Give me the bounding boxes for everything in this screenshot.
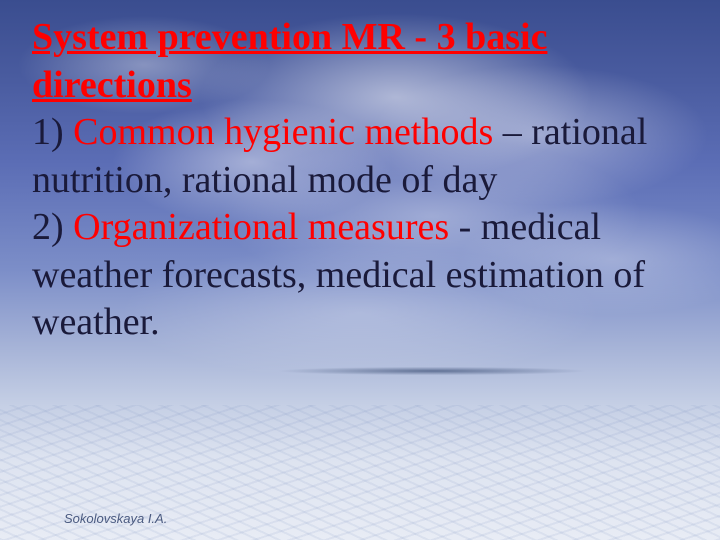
item2-number: 2)	[32, 206, 73, 248]
item1-keyword: Common hygienic methods	[73, 111, 493, 153]
item2-keyword: Organizational measures	[73, 206, 449, 248]
slide-title: System prevention MR - 3 basic direction…	[32, 16, 547, 106]
item1-number: 1)	[32, 111, 73, 153]
footer-author: Sokolovskaya I.A.	[64, 511, 167, 526]
slide-content: System prevention MR - 3 basic direction…	[32, 14, 692, 347]
horizon-line	[0, 367, 720, 375]
slide: System prevention MR - 3 basic direction…	[0, 0, 720, 540]
